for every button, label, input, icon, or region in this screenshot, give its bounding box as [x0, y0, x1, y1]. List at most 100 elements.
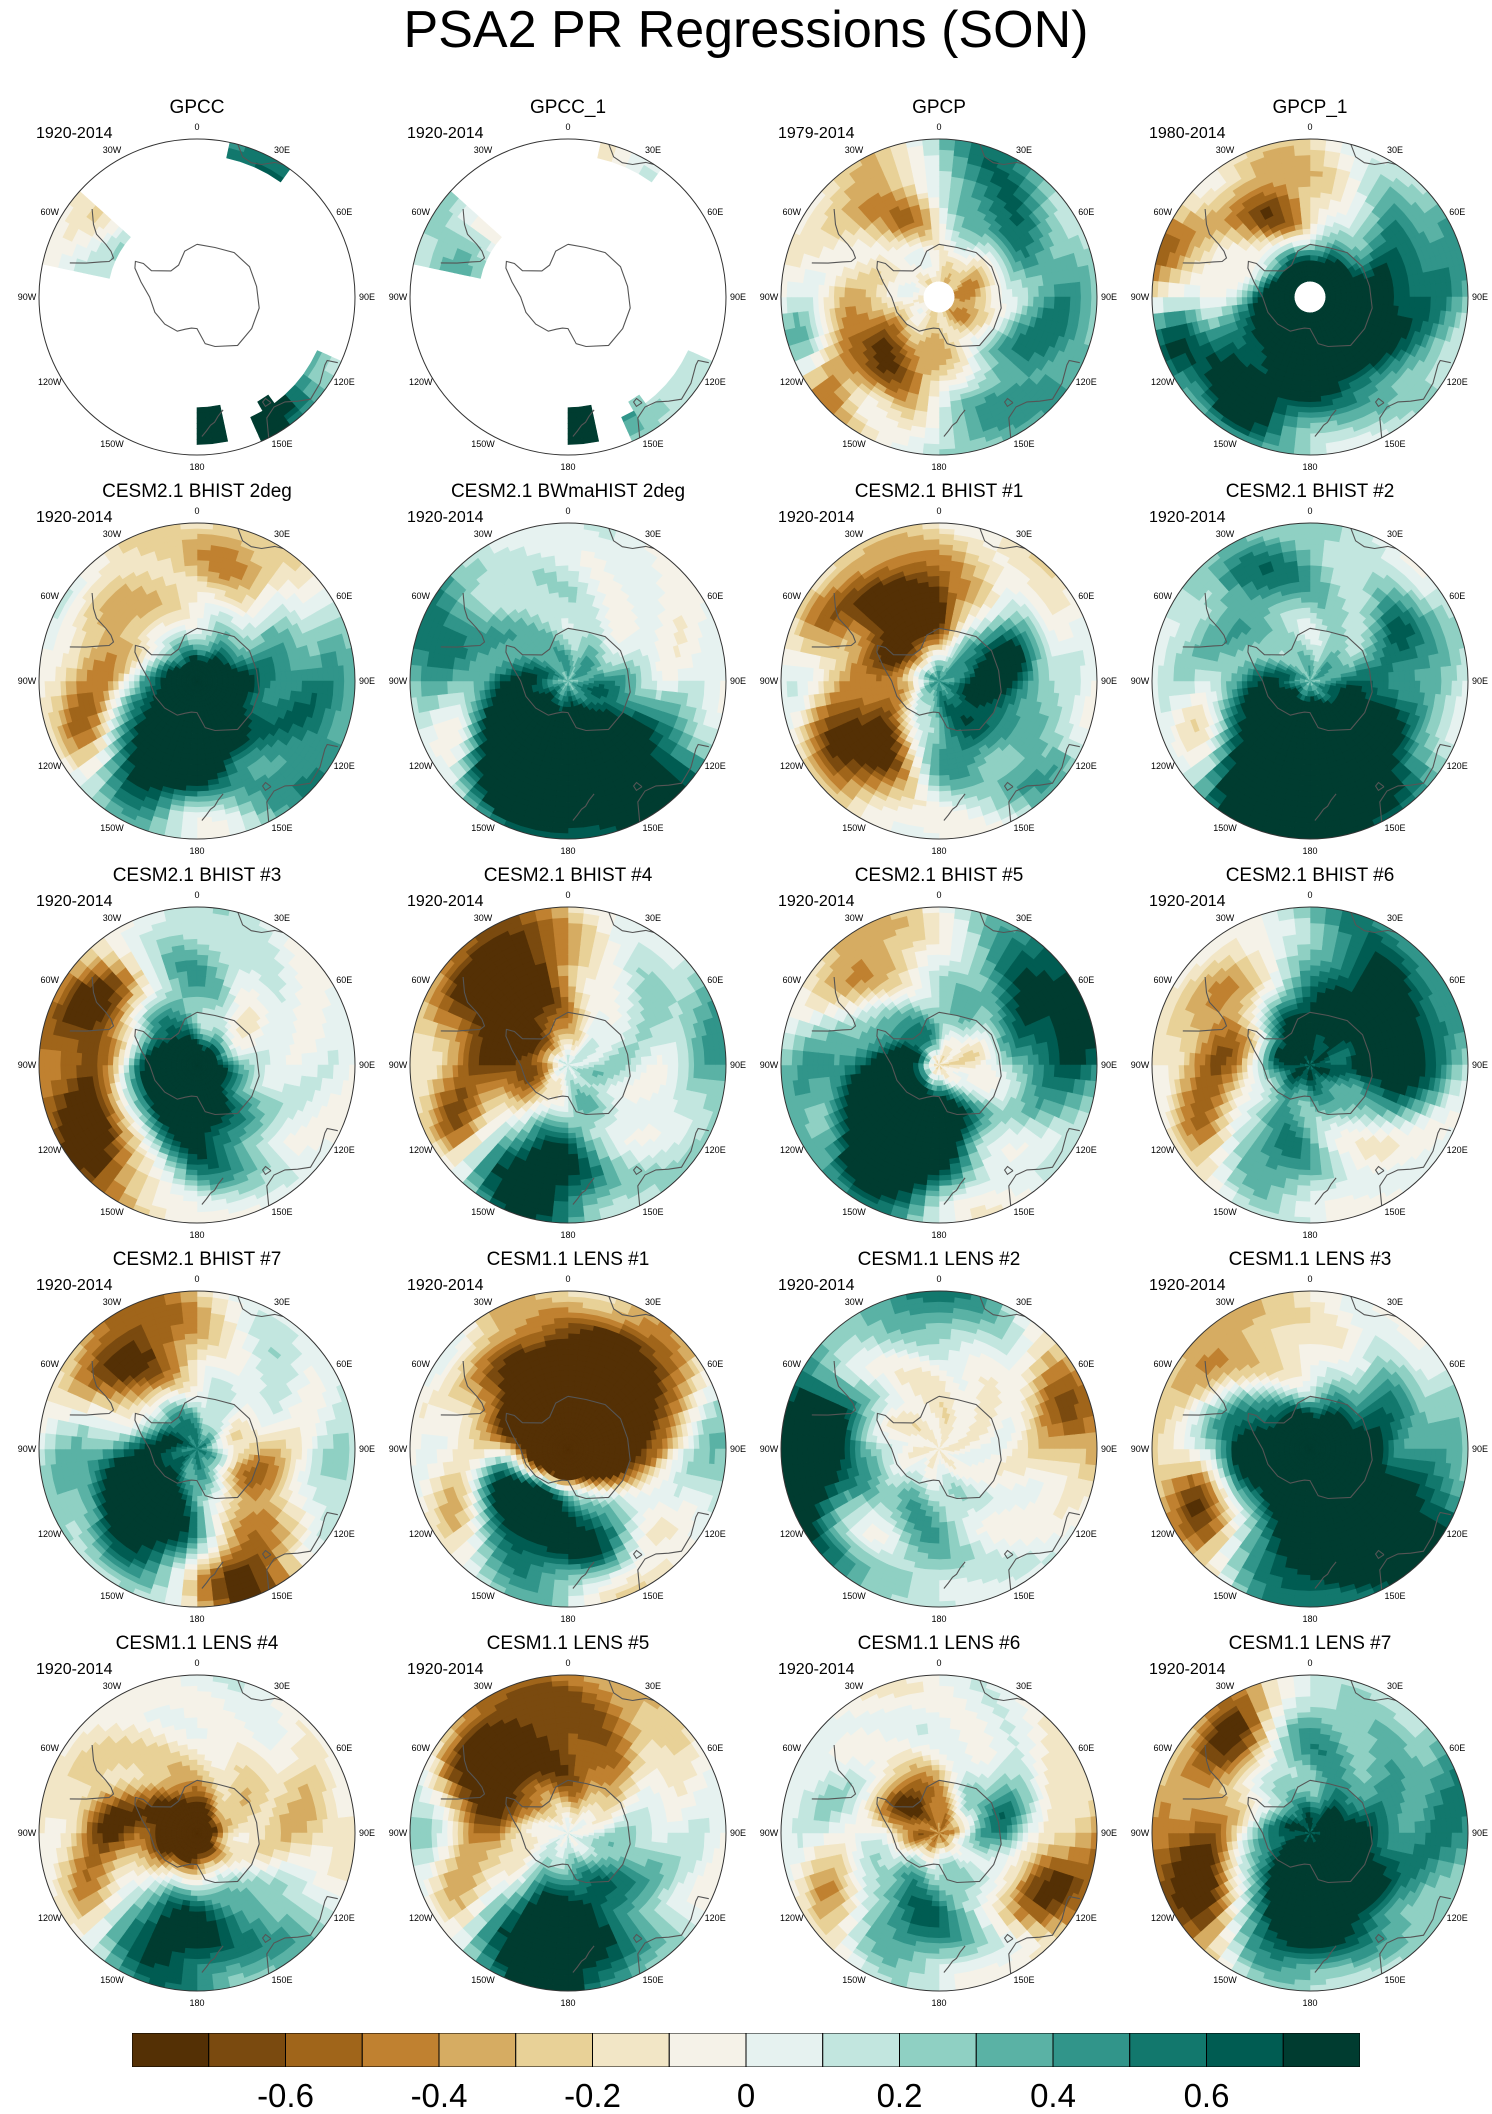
- longitude-label: 90E: [1101, 1444, 1117, 1454]
- longitude-label: 60W: [412, 1743, 431, 1753]
- longitude-label: 150W: [100, 1207, 124, 1217]
- longitude-label: 30E: [1387, 1681, 1403, 1691]
- longitude-label: 0: [1307, 1658, 1312, 1668]
- panel-period: 1920-2014: [407, 893, 484, 911]
- panel-title: CESM1.1 LENS #5: [403, 1633, 733, 1655]
- longitude-label: 180: [931, 1614, 946, 1624]
- longitude-label: 150W: [1213, 823, 1237, 833]
- longitude-label: 150W: [842, 1207, 866, 1217]
- longitude-label: 60E: [1078, 591, 1094, 601]
- longitude-label: 90E: [730, 292, 746, 302]
- longitude-label: 180: [189, 1998, 204, 2008]
- panel-period: 1920-2014: [36, 509, 113, 527]
- longitude-label: 90W: [1131, 676, 1150, 686]
- panel-title: CESM1.1 LENS #2: [774, 1249, 1104, 1271]
- longitude-label: 60E: [336, 1359, 352, 1369]
- panel-title: CESM2.1 BHIST #3: [32, 865, 362, 887]
- longitude-label: 0: [565, 1658, 570, 1668]
- longitude-label: 90E: [1101, 292, 1117, 302]
- longitude-label: 180: [189, 846, 204, 856]
- longitude-label: 0: [1307, 890, 1312, 900]
- longitude-label: 150W: [842, 1591, 866, 1601]
- panel-title: GPCC: [32, 97, 362, 119]
- longitude-label: 150W: [100, 823, 124, 833]
- longitude-label: 150W: [471, 1975, 495, 1985]
- longitude-label: 90E: [1472, 292, 1488, 302]
- longitude-label: 150E: [642, 439, 663, 449]
- longitude-label: 30W: [103, 1297, 122, 1307]
- colorbar-swatch: [746, 2033, 823, 2067]
- longitude-label: 30W: [103, 145, 122, 155]
- longitude-label: 30W: [474, 1681, 493, 1691]
- longitude-label: 90W: [18, 676, 37, 686]
- longitude-label: 120W: [38, 1913, 62, 1923]
- longitude-label: 30E: [274, 1681, 290, 1691]
- longitude-label: 120W: [409, 1145, 433, 1155]
- precip-field: [39, 523, 355, 839]
- panel-title: GPCC_1: [403, 97, 733, 119]
- longitude-label: 90E: [1472, 676, 1488, 686]
- colorbar-tick-label: 0: [696, 2078, 796, 2114]
- longitude-label: 60W: [412, 591, 431, 601]
- longitude-label: 120W: [38, 1529, 62, 1539]
- longitude-label: 30E: [645, 1297, 661, 1307]
- longitude-label: 30W: [474, 145, 493, 155]
- longitude-label: 150E: [271, 439, 292, 449]
- colorbar-swatch: [823, 2033, 900, 2067]
- longitude-label: 180: [1302, 1614, 1317, 1624]
- colorbar-swatch: [669, 2033, 746, 2067]
- longitude-label: 150E: [271, 1207, 292, 1217]
- longitude-label: 90W: [389, 1828, 408, 1838]
- panel-title: CESM2.1 BHIST #7: [32, 1249, 362, 1271]
- precip-field: [410, 907, 726, 1223]
- longitude-label: 120E: [334, 1529, 355, 1539]
- colorbar-tick-label: 0.2: [850, 2078, 950, 2114]
- longitude-label: 150E: [271, 823, 292, 833]
- longitude-label: 60E: [336, 975, 352, 985]
- longitude-label: 60E: [707, 207, 723, 217]
- longitude-label: 60E: [707, 975, 723, 985]
- longitude-label: 180: [560, 1614, 575, 1624]
- longitude-label: 180: [931, 1230, 946, 1240]
- longitude-label: 30E: [1387, 913, 1403, 923]
- longitude-label: 120E: [1076, 377, 1097, 387]
- longitude-label: 120W: [780, 1529, 804, 1539]
- longitude-label: 30W: [845, 1297, 864, 1307]
- longitude-label: 60E: [1078, 975, 1094, 985]
- precip-field: [410, 523, 726, 839]
- longitude-label: 90W: [1131, 1060, 1150, 1070]
- colorbar-swatch: [1207, 2033, 1284, 2067]
- longitude-label: 90W: [1131, 1444, 1150, 1454]
- longitude-label: 150W: [1213, 1207, 1237, 1217]
- longitude-label: 0: [194, 1274, 199, 1284]
- longitude-label: 120W: [1151, 377, 1175, 387]
- precip-field: [39, 139, 355, 455]
- longitude-label: 180: [560, 1230, 575, 1240]
- longitude-label: 120W: [1151, 1145, 1175, 1155]
- longitude-label: 90E: [1101, 1828, 1117, 1838]
- longitude-label: 60E: [1449, 1359, 1465, 1369]
- longitude-label: 180: [189, 1230, 204, 1240]
- panel-period: 1920-2014: [1149, 1661, 1226, 1679]
- longitude-label: 30E: [645, 1681, 661, 1691]
- longitude-label: 150E: [1384, 1207, 1405, 1217]
- longitude-label: 150E: [642, 823, 663, 833]
- longitude-label: 0: [565, 1274, 570, 1284]
- panel-period: 1920-2014: [407, 1661, 484, 1679]
- longitude-label: 150E: [1013, 439, 1034, 449]
- colorbar-swatch: [516, 2033, 593, 2067]
- longitude-label: 150E: [1384, 439, 1405, 449]
- longitude-label: 150W: [1213, 439, 1237, 449]
